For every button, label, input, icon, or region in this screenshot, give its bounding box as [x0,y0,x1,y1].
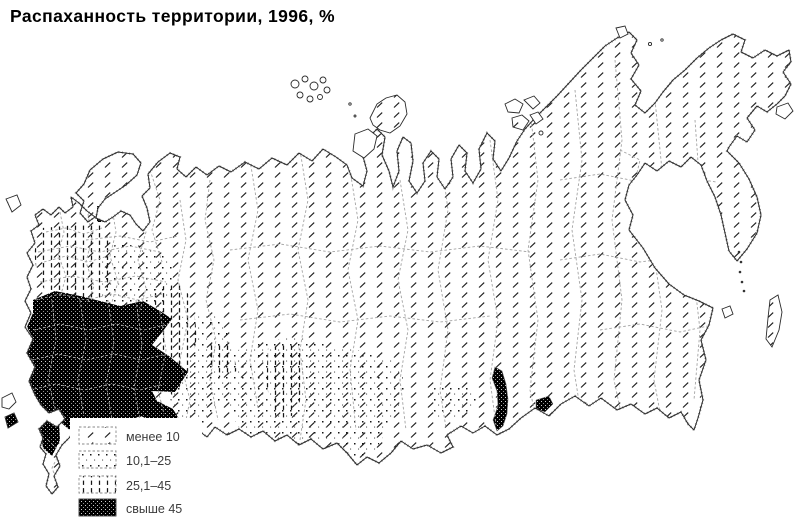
legend-label: менее 10 [126,430,180,444]
kaliningrad-region [5,194,22,213]
sakhalin-island [765,294,783,348]
legend: менее 10 10,1–25 25,1–45 свыше 45 [70,418,202,522]
lake-baikal [491,366,554,432]
legend-swatch-dots [78,450,117,469]
legend-label: свыше 45 [126,502,182,516]
franz-josef-land [290,75,357,118]
kuril-islands [737,250,746,293]
severnaya-zemlya [504,95,544,136]
plowland-class-overlays [27,206,554,459]
wrangel-island [775,102,794,120]
legend-label: 10,1–25 [126,454,171,468]
legend-item: менее 10 [78,426,180,445]
legend-swatch-dark [78,498,117,517]
novaya-zemlya [352,94,408,159]
new-siberian-islet [647,41,653,47]
class-vdash-regions [34,223,305,421]
page-title: Распаханность территории, 1996, % [10,6,336,26]
legend-item: 25,1–45 [78,475,171,494]
legend-item: 10,1–25 [78,450,171,469]
legend-label: 25,1–45 [126,479,171,493]
islands [1,25,794,429]
arctic-island [615,25,629,39]
region-borders [29,59,717,485]
legend-swatch-vdash [78,475,117,494]
shantar-island [721,305,734,319]
black-sea-coast-fragments [1,392,19,429]
new-siberian-islet [660,38,664,42]
legend-item: свыше 45 [78,498,182,517]
legend-swatch-diagonal [78,426,117,445]
